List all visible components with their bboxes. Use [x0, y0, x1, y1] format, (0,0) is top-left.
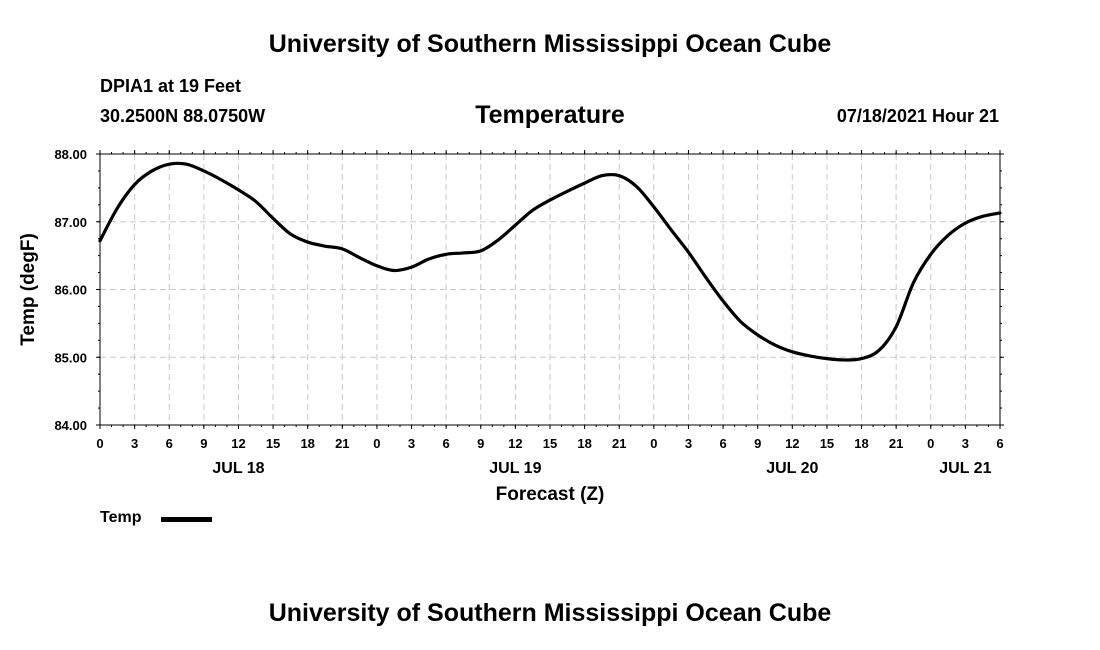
- y-axis-title: Temp (degF): [18, 233, 39, 346]
- x-tick-label: 6: [166, 436, 173, 451]
- x-date-label: JUL 18: [212, 460, 264, 477]
- y-tick-label: 88.00: [54, 147, 87, 162]
- legend-swatch: [161, 517, 212, 522]
- x-tick-label: 21: [335, 436, 349, 451]
- bottom-title: University of Southern Mississippi Ocean…: [268, 599, 832, 627]
- y-tick-label: 86.00: [54, 283, 87, 298]
- x-tick-label: 15: [820, 436, 834, 451]
- x-tick-label: 3: [408, 436, 415, 451]
- series-layer: [98, 161, 1002, 362]
- x-date-label: JUL 19: [489, 460, 541, 477]
- x-tick-label: 0: [373, 436, 380, 451]
- x-tick-label: 0: [927, 436, 934, 451]
- datetime-label: 07/18/2021 Hour 21: [836, 106, 999, 126]
- x-tick-label: 6: [443, 436, 450, 451]
- coordinates-label: 30.2500N 88.0750W: [100, 106, 266, 126]
- x-date-label: JUL 20: [766, 460, 818, 477]
- top-title: University of Southern Mississippi Ocean…: [268, 30, 832, 58]
- x-tick-label: 18: [577, 436, 591, 451]
- y-tick-label: 87.00: [54, 215, 87, 230]
- x-tick-label: 0: [96, 436, 103, 451]
- legend-label: Temp: [100, 509, 142, 526]
- x-tick-label: 15: [266, 436, 280, 451]
- grid-lines: [100, 154, 1000, 425]
- x-tick-label: 12: [785, 436, 799, 451]
- x-tick-label: 18: [854, 436, 868, 451]
- x-tick-label: 12: [508, 436, 522, 451]
- x-axis-title: Forecast (Z): [496, 484, 605, 505]
- x-tick-label: 21: [889, 436, 903, 451]
- y-tick-label: 85.00: [54, 350, 87, 365]
- x-tick-label: 18: [300, 436, 314, 451]
- x-tick-label: 6: [996, 436, 1003, 451]
- chart-title: Temperature: [475, 101, 625, 129]
- x-tick-label: 15: [543, 436, 557, 451]
- x-tick-label: 9: [754, 436, 761, 451]
- x-date-label: JUL 21: [939, 460, 991, 477]
- x-tick-label: 21: [612, 436, 626, 451]
- x-tick-label: 0: [650, 436, 657, 451]
- axis-ticks: [96, 150, 1004, 429]
- x-tick-label: 3: [962, 436, 969, 451]
- y-tick-label: 84.00: [54, 418, 87, 433]
- x-tick-label: 12: [231, 436, 245, 451]
- station-label: DPIA1 at 19 Feet: [100, 76, 242, 96]
- x-tick-label: 9: [200, 436, 207, 451]
- x-tick-label: 6: [719, 436, 726, 451]
- x-tick-label: 9: [477, 436, 484, 451]
- x-tick-label: 3: [131, 436, 138, 451]
- x-tick-label: 3: [685, 436, 692, 451]
- axis-labels: 84.00 85.00 86.00 87.00 88.00 0 3 6 9 12 15 18 21 0 3 6…: [54, 147, 1003, 477]
- series-line-temp: [98, 161, 1002, 362]
